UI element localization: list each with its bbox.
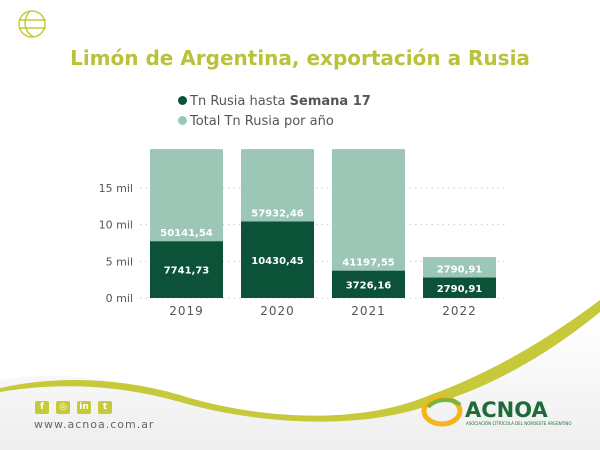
instagram-icon[interactable]: ◎ — [56, 401, 70, 414]
bar-week17-2020 — [241, 221, 314, 298]
data-label-total: 50141,54 — [160, 228, 213, 239]
data-label-week17: 3726,16 — [346, 280, 392, 291]
data-label-week17: 7741,73 — [164, 266, 210, 277]
legend-label-bold: Semana 17 — [289, 94, 371, 109]
bar-week17-2022 — [423, 277, 496, 298]
bar-total-2022 — [423, 257, 496, 278]
y-tick-label: 0 mil — [106, 292, 133, 305]
legend-item-week17: Tn Rusia hasta Semana 17 — [178, 92, 371, 112]
legend-swatch — [178, 96, 187, 105]
brand-name: ACNOA — [465, 398, 548, 422]
bar-total-2021 — [332, 149, 405, 271]
bar-total-2019 — [150, 149, 223, 242]
linkedin-icon[interactable]: in — [77, 401, 91, 414]
social-links: f ◎ in t — [35, 401, 112, 414]
brand-subtitle: ASOCIACIÓN CITRÍCOLA DEL NOROESTE ARGENT… — [466, 421, 572, 426]
website-url[interactable]: www.acnoa.com.ar — [34, 418, 155, 431]
twitter-icon[interactable]: t — [98, 401, 112, 414]
bar-total-2020 — [241, 149, 314, 222]
legend-item-total: Total Tn Rusia por año — [178, 112, 371, 132]
x-tick-label: 2020 — [260, 304, 295, 318]
x-tick-label: 2021 — [351, 304, 386, 318]
x-tick-label: 2022 — [442, 304, 477, 318]
facebook-icon[interactable]: f — [35, 401, 49, 414]
bar-week17-2019 — [150, 241, 223, 298]
y-tick-label: 5 mil — [106, 255, 133, 268]
y-tick-label: 10 mil — [99, 219, 133, 232]
globe-logo-icon — [18, 10, 46, 38]
chart-title: Limón de Argentina, exportación a Rusia — [70, 46, 530, 70]
data-label-total: 2790,91 — [437, 265, 483, 276]
data-label-total: 57932,46 — [251, 209, 304, 220]
legend-label: Total Tn Rusia por año — [190, 114, 334, 129]
bar-week17-2021 — [332, 270, 405, 298]
acnoa-logo-icon — [421, 395, 463, 427]
x-tick-label: 2019 — [169, 304, 204, 318]
data-label-week17: 2790,91 — [437, 284, 483, 295]
y-tick-label: 15 mil — [99, 182, 133, 195]
legend-swatch — [178, 116, 187, 125]
legend: Tn Rusia hasta Semana 17 Total Tn Rusia … — [178, 92, 371, 132]
swoosh — [0, 300, 600, 422]
data-label-total: 41197,55 — [342, 258, 395, 269]
legend-label: Tn Rusia hasta — [190, 94, 290, 109]
data-label-week17: 10430,45 — [251, 256, 304, 267]
